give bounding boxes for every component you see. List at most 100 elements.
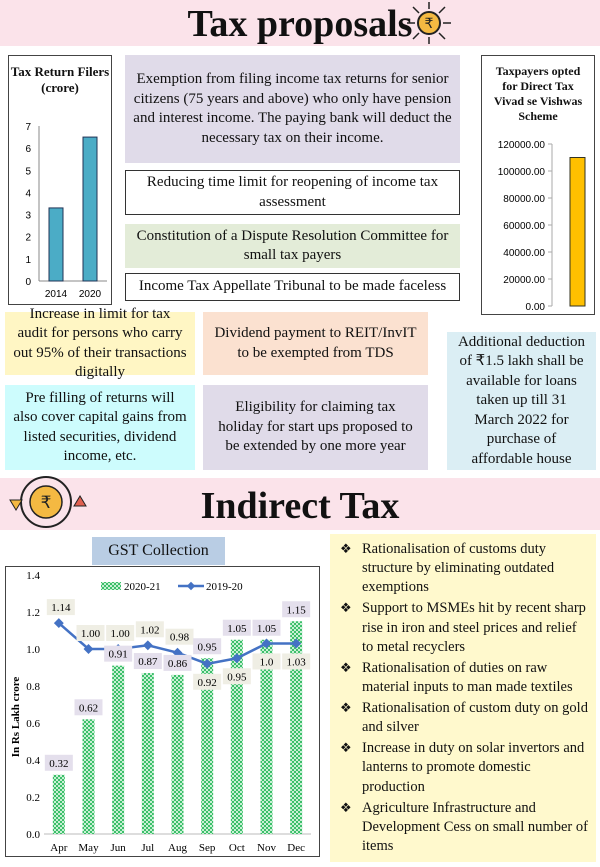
y-tick-label: 80000.00 xyxy=(503,194,545,205)
prefilling-returns-box: Pre filling of returns will also cover c… xyxy=(5,385,195,470)
startup-tax-holiday-box: Eligibility for claiming tax holiday for… xyxy=(203,385,428,470)
bar-data-label-bg xyxy=(222,619,251,636)
bullet-icon: ❖ xyxy=(340,740,352,756)
y-tick-label: 0.4 xyxy=(26,755,40,767)
x-tick-label: 2014 xyxy=(45,289,68,300)
bar-data-label: 1.05 xyxy=(227,623,247,635)
y-tick-label: 0.2 xyxy=(26,792,40,804)
indirect-tax-point: ❖ Agriculture Infrastructure and Developm… xyxy=(336,799,590,856)
page-title-tax-proposals: Tax proposals xyxy=(187,3,413,45)
line-data-label: 1.14 xyxy=(51,602,71,614)
line-data-label-bg xyxy=(106,625,135,641)
line-data-label-bg xyxy=(46,599,75,616)
dividend-reit-box: Dividend payment to REIT/InvIT to be exe… xyxy=(203,312,428,375)
x-tick-label: Apr xyxy=(50,842,67,854)
indirect-tax-point: ❖ Increase in duty on solar invertors and… xyxy=(336,739,590,796)
reopening-time-limit-box: Reducing time limit for reopening of inc… xyxy=(125,170,460,215)
y-tick-label: 0.6 xyxy=(26,718,40,730)
point-text: Rationalisation of duties on raw materia… xyxy=(362,659,573,695)
y-tick-label: 4 xyxy=(25,188,31,199)
bar-data-label: 0.91 xyxy=(109,649,128,661)
line-data-label-bg xyxy=(252,653,281,670)
x-tick-label: Sep xyxy=(199,842,216,854)
x-tick-label: Oct xyxy=(229,842,245,854)
y-tick-label: 5 xyxy=(25,166,31,177)
bar-2014 xyxy=(48,207,64,282)
legend-swatch-2020-21 xyxy=(101,582,121,590)
affordable-house-deduction-box: Additional deduction of ₹1.5 lakh shall … xyxy=(447,332,596,470)
bar-data-label: 0.87 xyxy=(138,656,158,668)
y-tick-label: 0.8 xyxy=(26,681,40,693)
chart-title: Tax Return Filers (crore) xyxy=(10,64,110,96)
indirect-tax-point: ❖ Rationalisation of duties on raw materi… xyxy=(336,659,590,697)
legend-label-2020-21: 2020-21 xyxy=(124,581,161,593)
header-band-indirect-tax xyxy=(0,478,600,530)
point-text: Rationalisation of customs duty structur… xyxy=(362,541,555,596)
bar-2020-21-Apr xyxy=(52,774,65,834)
svg-text:₹: ₹ xyxy=(425,17,434,32)
bar-2020-21-May xyxy=(82,719,95,834)
bar-2020-21-Jul xyxy=(141,673,154,834)
indirect-tax-point: ❖ Support to MSMEs hit by recent sharp ri… xyxy=(336,599,590,656)
x-tick-label: Jul xyxy=(141,842,154,854)
y-tick-label: 20000.00 xyxy=(503,275,545,286)
y-tick-label: 0 xyxy=(25,277,31,288)
y-axis-label: In Rs Lakh crore xyxy=(10,677,22,758)
y-tick-label: 40000.00 xyxy=(503,248,545,259)
line-data-label: 1.00 xyxy=(111,628,131,640)
line-data-label: 0.95 xyxy=(227,671,247,683)
indirect-tax-points-panel: ❖ Rationalisation of customs duty structu… xyxy=(330,534,596,862)
rupee-cycle-icon: ₹ xyxy=(9,476,87,528)
bullet-icon: ❖ xyxy=(340,700,352,715)
y-tick-label: 3 xyxy=(25,211,31,222)
point-text: Rationalisation of custom duty on gold a… xyxy=(362,700,588,736)
line-data-label-bg xyxy=(282,653,311,670)
line-data-label-bg xyxy=(135,621,164,638)
line-data-label-bg xyxy=(165,628,194,645)
bar-2020-21-Sep xyxy=(201,658,214,834)
point-2019-20-Oct xyxy=(231,653,242,664)
itat-faceless-box: Income Tax Appellate Tribunal to be made… xyxy=(125,273,460,301)
bullet-icon: ❖ xyxy=(340,659,352,675)
y-tick-label: 1.2 xyxy=(26,607,40,619)
tax-audit-limit-box: Increase in limit for tax audit for pers… xyxy=(5,306,195,380)
bullet-icon: ❖ xyxy=(340,799,352,815)
vivad-se-vishwas-chart: Taxpayers opted for Direct Tax Vivad se … xyxy=(481,55,595,315)
bullet-icon: ❖ xyxy=(340,541,352,556)
line-data-label-bg xyxy=(76,625,105,641)
x-tick-label: May xyxy=(78,842,99,854)
bar-2020 xyxy=(82,136,98,282)
bar-data-label: 1.05 xyxy=(257,623,277,635)
x-tick-label: Jun xyxy=(111,842,127,854)
bar-vivad-se-vishwas xyxy=(569,157,586,307)
bar-data-label-bg xyxy=(252,619,281,636)
line-data-label: 1.0 xyxy=(260,656,274,668)
y-tick-label: 6 xyxy=(25,144,31,155)
bar-data-label: 0.86 xyxy=(168,658,188,670)
point-text: Support to MSMEs hit by recent sharp ris… xyxy=(362,600,586,655)
line-data-label: 1.02 xyxy=(140,624,159,636)
gst-collection-chart: 0.0 0.2 0.4 0.6 0.8 1.0 1.2 1.4 In Rs Lakh crore… xyxy=(5,566,320,857)
y-tick-label: 60000.00 xyxy=(503,221,545,232)
bar-data-label: 0.32 xyxy=(49,758,68,770)
point-text: Increase in duty on solar invertors and … xyxy=(362,740,585,795)
bar-data-label-bg xyxy=(193,638,222,655)
svg-text:₹: ₹ xyxy=(41,493,52,512)
line-data-label: 1.00 xyxy=(81,628,101,640)
section-title-indirect-tax: Indirect Tax xyxy=(200,485,400,527)
rupee-arrows-icon: ₹ xyxy=(407,2,451,44)
bar-data-label-bg xyxy=(74,699,103,716)
bar-data-label-bg xyxy=(104,645,133,662)
senior-citizen-exemption-box: Exemption from filing income tax returns… xyxy=(125,55,460,163)
bar-data-label-bg xyxy=(44,754,73,771)
line-data-label: 1.03 xyxy=(287,656,307,668)
header-band-tax-proposals xyxy=(0,0,600,46)
y-tick-label: 120000.00 xyxy=(498,140,546,151)
legend-label-2019-20: 2019-20 xyxy=(206,581,243,593)
y-tick-label: 1.4 xyxy=(26,570,40,582)
line-data-label-bg xyxy=(193,673,222,690)
legend-marker-2019-20 xyxy=(186,581,196,591)
indirect-tax-point: ❖ Rationalisation of custom duty on gold … xyxy=(336,699,590,737)
bar-data-label: 1.15 xyxy=(287,604,307,616)
y-tick-label: 1 xyxy=(25,255,31,266)
